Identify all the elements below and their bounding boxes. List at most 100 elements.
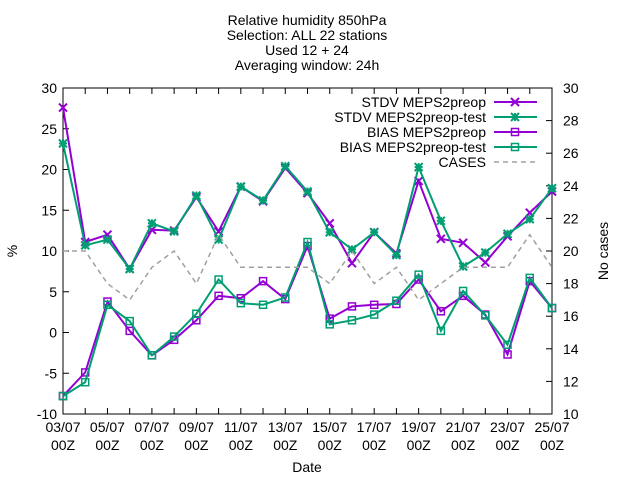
- x-axis-label: Date: [292, 459, 322, 475]
- data-point: [325, 320, 334, 329]
- data-point: [58, 138, 68, 149]
- data-point: [414, 270, 423, 279]
- legend-marker: [510, 142, 520, 152]
- x-tick-label-hour: 00Z: [318, 437, 343, 453]
- series-stdv-meps2preop-test: [58, 138, 557, 274]
- data-point: [258, 195, 268, 206]
- data-point: [458, 238, 468, 248]
- chart-series: [58, 102, 557, 401]
- data-point: [80, 240, 90, 251]
- y-tick-label: 5: [49, 284, 57, 300]
- x-tick-label-date: 11/07: [224, 419, 258, 435]
- legend-marker: [510, 112, 520, 122]
- legend-label: BIAS MEPS2preop: [367, 124, 486, 140]
- x-tick-label-date: 13/07: [268, 419, 303, 435]
- x-tick-label-date: 21/07: [446, 419, 481, 435]
- data-point: [302, 186, 313, 197]
- data-point: [258, 276, 268, 286]
- y-axis-label: %: [4, 245, 20, 257]
- y2-tick-label: 16: [563, 308, 579, 324]
- y2-tick-label: 18: [563, 276, 579, 292]
- data-point: [481, 311, 490, 320]
- data-point: [325, 227, 335, 237]
- data-point: [347, 302, 357, 311]
- x-tick-label-date: 07/07: [134, 419, 169, 435]
- x-tick-label-date: 03/07: [45, 419, 80, 435]
- data-point: [525, 214, 535, 224]
- data-point: [192, 309, 201, 319]
- data-point: [436, 216, 446, 226]
- y-tick-label: -5: [45, 365, 58, 381]
- data-point: [58, 391, 68, 401]
- data-point: [58, 102, 68, 113]
- data-point: [214, 291, 223, 301]
- x-tick-label-hour: 00Z: [540, 437, 565, 453]
- data-point: [391, 250, 402, 260]
- y-tick-label: 15: [41, 202, 57, 218]
- x-tick-label-date: 25/07: [534, 419, 569, 435]
- data-point: [436, 307, 446, 316]
- series-line: [62, 243, 553, 397]
- x-tick-label-hour: 00Z: [362, 437, 387, 453]
- data-point: [369, 310, 379, 319]
- y-tick-label: -10: [37, 406, 57, 422]
- y-tick-label: 10: [41, 243, 57, 259]
- x-tick-label-hour: 00Z: [184, 437, 209, 453]
- data-point: [369, 300, 379, 310]
- y2-tick-label: 28: [563, 113, 579, 129]
- data-point: [547, 183, 557, 193]
- data-point: [125, 316, 134, 326]
- data-point: [347, 316, 357, 325]
- data-point: [280, 161, 290, 171]
- series-line: [63, 233, 553, 301]
- data-point: [303, 237, 312, 247]
- data-point: [503, 340, 512, 349]
- y2-tick-label: 22: [563, 210, 579, 226]
- chart-axes: -10 -5 0 5 10 15 20 25 30 10 12 14 16 18 20 22 24 26 28 30 0…: [37, 80, 579, 453]
- data-point: [347, 244, 357, 255]
- x-tick-label-hour: 00Z: [140, 437, 165, 453]
- legend-label: STDV MEPS2preop: [362, 94, 487, 110]
- data-point: [214, 275, 223, 284]
- x-tick-label-date: 15/07: [312, 419, 347, 435]
- data-point: [436, 234, 446, 244]
- legend-label: CASES: [439, 154, 486, 170]
- data-point: [147, 351, 157, 360]
- data-point: [480, 257, 491, 268]
- legend-label: BIAS MEPS2preop-test: [340, 139, 486, 155]
- y2-tick-label: 30: [563, 80, 579, 96]
- data-point: [124, 264, 135, 274]
- y-tick-label: 0: [49, 325, 57, 341]
- data-point: [125, 326, 134, 336]
- x-tick-label-date: 17/07: [357, 419, 392, 435]
- x-tick-label-hour: 00Z: [495, 437, 520, 453]
- data-point: [236, 181, 246, 192]
- chart-title-line: Selection: ALL 22 stations: [227, 27, 388, 43]
- x-tick-label-date: 23/07: [490, 419, 525, 435]
- x-tick-label-date: 19/07: [401, 419, 436, 435]
- data-point: [169, 332, 179, 341]
- data-point: [413, 162, 424, 172]
- legend-marker: [510, 127, 520, 137]
- data-point: [103, 300, 112, 310]
- data-point: [147, 218, 157, 228]
- x-tick-label-hour: 00Z: [451, 437, 476, 453]
- y-tick-label: 25: [41, 121, 57, 137]
- y2-tick-label: 10: [563, 406, 579, 422]
- y2-tick-label: 12: [563, 373, 579, 389]
- data-point: [458, 286, 468, 296]
- chart-title-line: Relative humidity 850hPa: [228, 12, 387, 28]
- data-point: [169, 226, 179, 237]
- data-point: [258, 300, 268, 310]
- x-tick-label-hour: 00Z: [95, 437, 120, 453]
- data-point: [102, 234, 113, 245]
- x-tick-label-date: 09/07: [179, 419, 214, 435]
- legend-label: STDV MEPS2preop-test: [334, 109, 486, 125]
- data-point: [281, 293, 290, 302]
- data-point: [502, 229, 513, 239]
- data-point: [347, 258, 357, 268]
- x-tick-label-hour: 00Z: [407, 437, 432, 453]
- x-tick-label-hour: 00Z: [273, 437, 298, 453]
- y-tick-label: 30: [41, 80, 57, 96]
